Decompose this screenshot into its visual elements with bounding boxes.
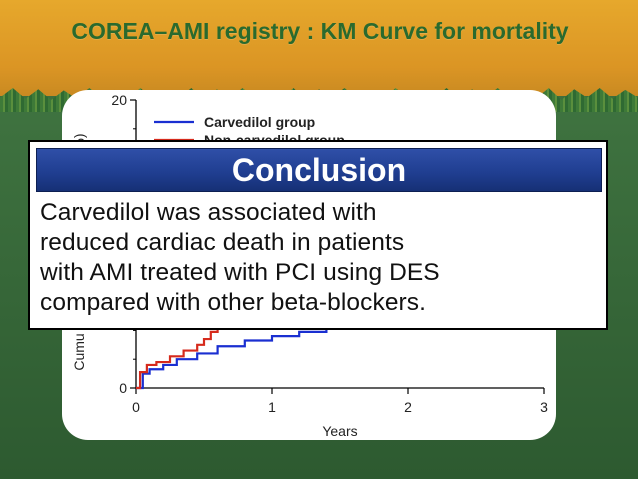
slide-title: COREA–AMI registry : KM Curve for mortal… (71, 18, 569, 44)
x-tick-label: 2 (404, 399, 412, 415)
legend-label: Carvedilol group (204, 114, 315, 130)
x-tick-label: 0 (132, 399, 140, 415)
x-axis-label: Years (322, 423, 357, 439)
conclusion-heading: Conclusion (36, 148, 602, 192)
y-tick-label: 0 (119, 380, 127, 396)
conclusion-text: Carvedilol was associated with reduced c… (40, 199, 440, 316)
y-tick-label: 20 (111, 92, 127, 108)
slide-background-top (0, 0, 638, 96)
x-tick-label: 3 (540, 399, 548, 415)
x-tick-label: 1 (268, 399, 276, 415)
conclusion-box: Conclusion Carvedilol was associated wit… (28, 140, 608, 330)
y-axis-label-bottom: Cumu (71, 333, 87, 370)
